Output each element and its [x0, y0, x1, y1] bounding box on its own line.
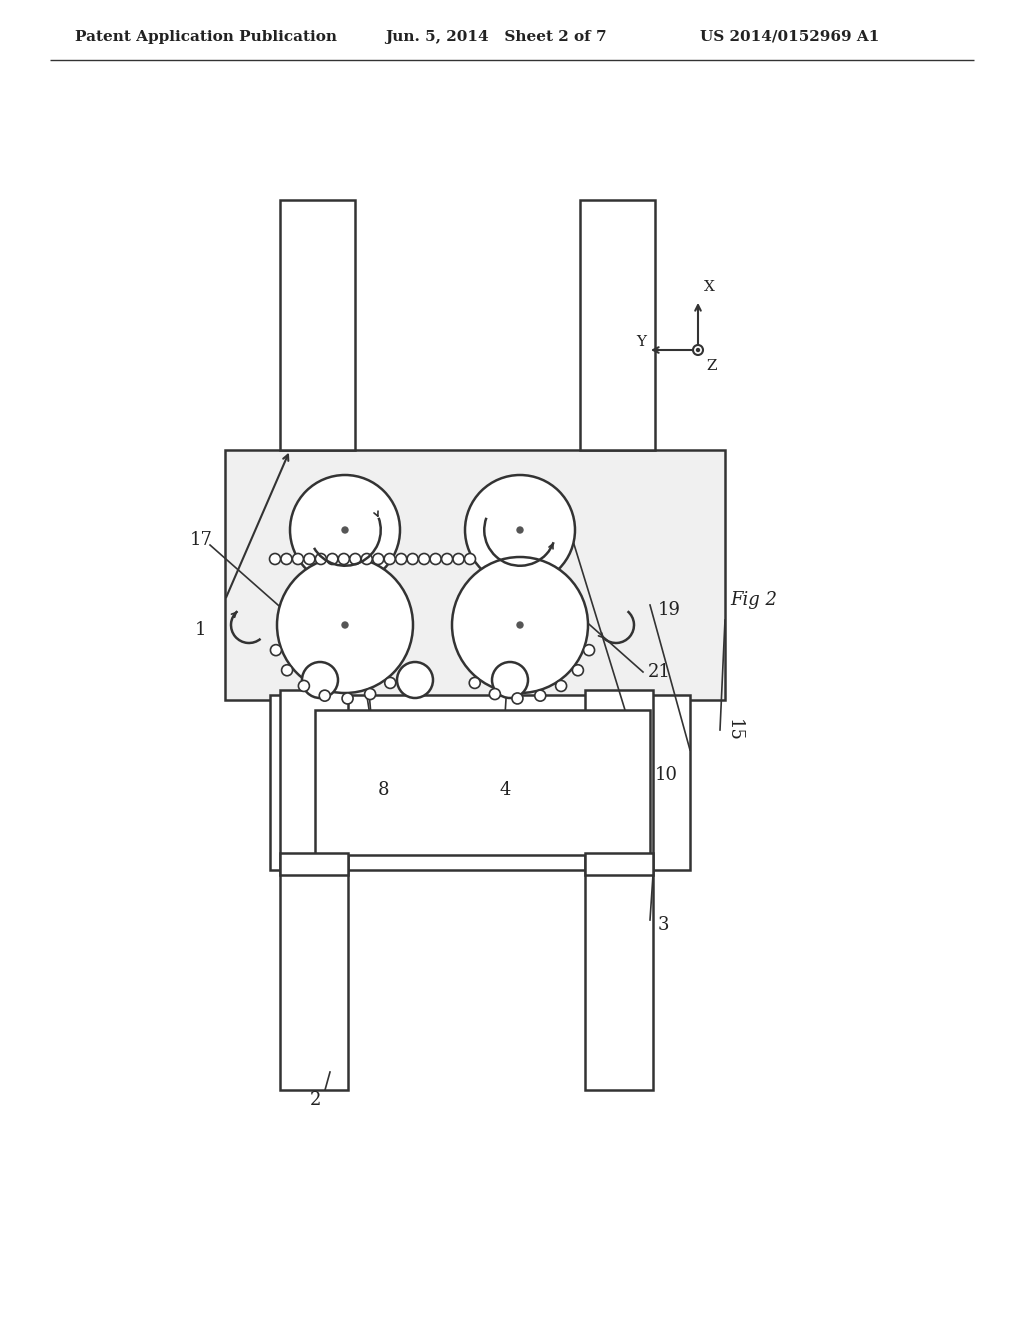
Circle shape	[298, 680, 309, 692]
Circle shape	[693, 345, 703, 355]
Circle shape	[290, 475, 400, 585]
Circle shape	[584, 644, 595, 656]
Text: Jun. 5, 2014   Sheet 2 of 7: Jun. 5, 2014 Sheet 2 of 7	[385, 30, 606, 44]
Circle shape	[572, 665, 584, 676]
Circle shape	[278, 557, 413, 693]
Bar	[580, 201, 655, 450]
Circle shape	[441, 553, 453, 565]
Circle shape	[465, 553, 475, 565]
Circle shape	[395, 553, 407, 565]
Circle shape	[385, 677, 395, 689]
Circle shape	[327, 553, 338, 565]
Circle shape	[452, 557, 588, 693]
Bar	[315, 710, 650, 855]
Text: 2: 2	[310, 1092, 322, 1109]
Circle shape	[319, 690, 331, 701]
Text: 17: 17	[190, 531, 213, 549]
Bar	[280, 690, 348, 1090]
Circle shape	[397, 663, 433, 698]
Circle shape	[342, 527, 348, 533]
Circle shape	[365, 689, 376, 700]
Circle shape	[384, 553, 395, 565]
Text: US 2014/0152969 A1: US 2014/0152969 A1	[700, 30, 880, 44]
Circle shape	[373, 553, 384, 565]
Circle shape	[269, 553, 281, 565]
Circle shape	[469, 677, 480, 689]
Bar	[585, 853, 653, 875]
Bar	[585, 690, 653, 1090]
Text: 19: 19	[658, 601, 681, 619]
Text: 15: 15	[725, 718, 743, 742]
Circle shape	[512, 693, 523, 704]
Circle shape	[315, 553, 327, 565]
Circle shape	[696, 348, 699, 351]
Text: 10: 10	[655, 766, 678, 784]
Circle shape	[338, 553, 349, 565]
Circle shape	[293, 553, 303, 565]
Circle shape	[408, 553, 418, 565]
Bar	[225, 450, 725, 700]
Circle shape	[342, 693, 353, 704]
Circle shape	[419, 553, 430, 565]
Bar	[280, 201, 355, 450]
Text: 4: 4	[500, 781, 511, 799]
Text: Z: Z	[706, 359, 717, 374]
Circle shape	[342, 622, 348, 628]
Circle shape	[465, 475, 575, 585]
Circle shape	[350, 553, 360, 565]
Text: 3: 3	[658, 916, 670, 935]
Circle shape	[361, 553, 373, 565]
Circle shape	[489, 689, 501, 700]
Bar	[270, 696, 690, 870]
Text: Patent Application Publication: Patent Application Publication	[75, 30, 337, 44]
Text: 1: 1	[195, 620, 207, 639]
Circle shape	[453, 553, 464, 565]
Circle shape	[282, 665, 293, 676]
Circle shape	[517, 622, 523, 628]
Circle shape	[281, 553, 292, 565]
Text: Fig 2: Fig 2	[730, 591, 777, 609]
Circle shape	[556, 680, 566, 692]
Bar	[280, 853, 348, 875]
Circle shape	[535, 690, 546, 701]
Circle shape	[302, 663, 338, 698]
Text: X: X	[705, 280, 715, 294]
Text: 8: 8	[378, 781, 389, 799]
Circle shape	[517, 527, 523, 533]
Circle shape	[430, 553, 441, 565]
Text: Y: Y	[636, 335, 646, 348]
Circle shape	[270, 644, 282, 656]
Circle shape	[304, 553, 315, 565]
Text: 21: 21	[648, 663, 671, 681]
Circle shape	[492, 663, 528, 698]
